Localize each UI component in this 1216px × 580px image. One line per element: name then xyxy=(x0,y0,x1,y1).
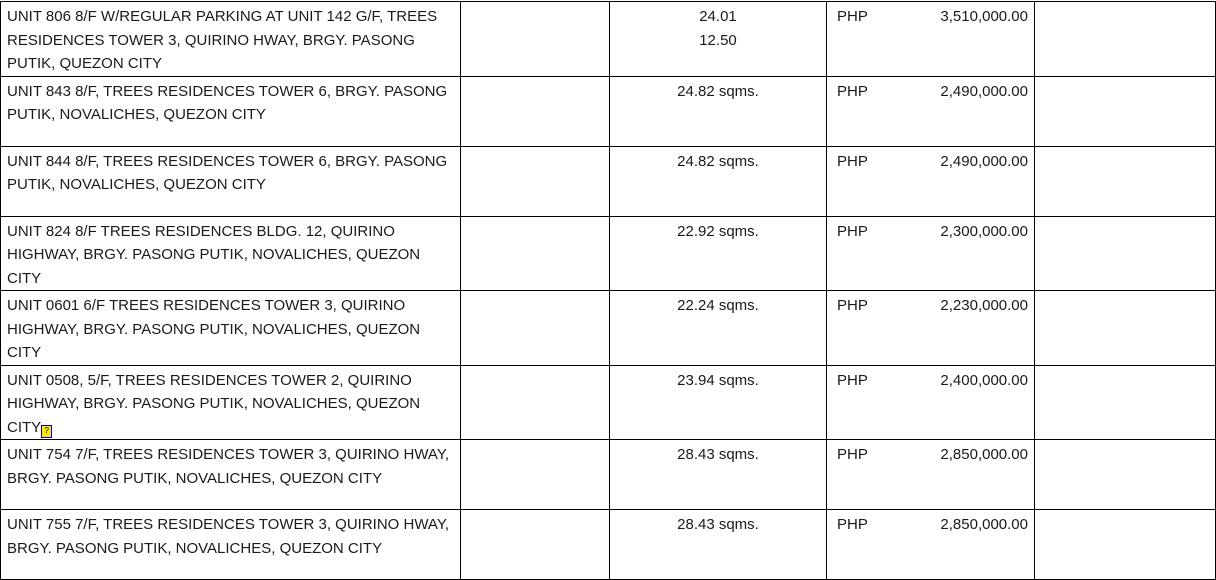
empty-cell xyxy=(460,215,610,291)
property-description-cell: UNIT 755 7/F, TREES RESIDENCES TOWER 3, … xyxy=(0,509,461,580)
floor-area-line: 24.82 sqms. xyxy=(677,152,759,170)
empty-cell xyxy=(460,1,610,77)
property-description: UNIT 844 8/F, TREES RESIDENCES TOWER 6, … xyxy=(7,152,448,194)
empty-cell xyxy=(460,364,610,440)
empty-cell xyxy=(1034,215,1216,291)
price-cell: PHP 2,850,000.00 xyxy=(826,509,1035,580)
property-description-cell: UNIT 806 8/F W/REGULAR PARKING AT UNIT 1… xyxy=(0,1,461,77)
floor-area-cell: 28.43 sqms. xyxy=(609,509,827,580)
currency: PHP xyxy=(837,446,868,463)
table-row: UNIT 806 8/F W/REGULAR PARKING AT UNIT 1… xyxy=(0,1,1216,77)
empty-cell xyxy=(1034,1,1216,77)
property-description: UNIT 0601 6/F TREES RESIDENCES TOWER 3, … xyxy=(7,297,421,361)
property-description-cell: UNIT 844 8/F, TREES RESIDENCES TOWER 6, … xyxy=(0,145,461,217)
empty-cell xyxy=(1034,439,1216,510)
floor-area-cell: 24.01 12.50 xyxy=(609,1,827,77)
empty-cell xyxy=(1034,509,1216,580)
price-cell: PHP 3,510,000.00 xyxy=(826,1,1035,77)
price-cell: PHP 2,300,000.00 xyxy=(826,215,1035,291)
empty-cell xyxy=(1034,364,1216,440)
amount: 2,490,000.00 xyxy=(940,82,1028,100)
floor-area-line: 22.24 sqms. xyxy=(677,297,759,314)
unknown-character-glyph: ? xyxy=(41,424,53,438)
floor-area-cell: 22.24 sqms. xyxy=(609,290,827,366)
amount: 2,300,000.00 xyxy=(940,222,1028,240)
amount: 2,400,000.00 xyxy=(940,371,1028,389)
currency: PHP xyxy=(837,297,868,314)
currency: PHP xyxy=(837,152,868,170)
empty-cell xyxy=(460,290,610,366)
table-row: UNIT 755 7/F, TREES RESIDENCES TOWER 3, … xyxy=(0,509,1216,580)
property-description-cell: UNIT 0601 6/F TREES RESIDENCES TOWER 3, … xyxy=(0,290,461,366)
price-cell: PHP 2,850,000.00 xyxy=(826,439,1035,510)
amount: 2,850,000.00 xyxy=(940,516,1028,533)
currency: PHP xyxy=(837,516,868,533)
table-row: UNIT 0508, 5/F, TREES RESIDENCES TOWER 2… xyxy=(0,364,1216,440)
floor-area-line: 23.94 sqms. xyxy=(677,371,759,389)
floor-area-line: 24.01 xyxy=(699,8,737,25)
floor-area-line: 12.50 xyxy=(699,31,737,49)
empty-cell xyxy=(460,509,610,580)
property-description: UNIT 806 8/F W/REGULAR PARKING AT UNIT 1… xyxy=(7,8,438,72)
price-cell: PHP 2,490,000.00 xyxy=(826,75,1035,147)
property-description-cell: UNIT 843 8/F, TREES RESIDENCES TOWER 6, … xyxy=(0,75,461,147)
floor-area-cell: 24.82 sqms. xyxy=(609,145,827,217)
table-row: UNIT 844 8/F, TREES RESIDENCES TOWER 6, … xyxy=(0,145,1216,217)
property-description: UNIT 754 7/F, TREES RESIDENCES TOWER 3, … xyxy=(7,446,450,487)
empty-cell xyxy=(1034,75,1216,147)
floor-area-line: 28.43 sqms. xyxy=(677,516,759,533)
currency: PHP xyxy=(837,371,868,389)
empty-cell xyxy=(1034,290,1216,366)
price-cell: PHP 2,400,000.00 xyxy=(826,364,1035,440)
property-description-cell: UNIT 824 8/F TREES RESIDENCES BLDG. 12, … xyxy=(0,215,461,291)
empty-cell xyxy=(460,75,610,147)
currency: PHP xyxy=(837,82,868,100)
table-row: UNIT 824 8/F TREES RESIDENCES BLDG. 12, … xyxy=(0,215,1216,291)
property-description-cell: UNIT 754 7/F, TREES RESIDENCES TOWER 3, … xyxy=(0,439,461,510)
property-description-cell: UNIT 0508, 5/F, TREES RESIDENCES TOWER 2… xyxy=(0,364,461,440)
floor-area-cell: 22.92 sqms. xyxy=(609,215,827,291)
currency: PHP xyxy=(837,222,868,240)
amount: 2,230,000.00 xyxy=(940,297,1028,314)
floor-area-cell: 28.43 sqms. xyxy=(609,439,827,510)
currency: PHP xyxy=(837,8,868,25)
floor-area-line: 24.82 sqms. xyxy=(677,82,759,100)
price-cell: PHP 2,490,000.00 xyxy=(826,145,1035,217)
property-description: UNIT 843 8/F, TREES RESIDENCES TOWER 6, … xyxy=(7,82,448,124)
property-description: UNIT 0508, 5/F, TREES RESIDENCES TOWER 2… xyxy=(7,371,421,436)
amount: 2,850,000.00 xyxy=(940,446,1028,463)
property-description: UNIT 824 8/F TREES RESIDENCES BLDG. 12, … xyxy=(7,222,421,287)
property-description: UNIT 755 7/F, TREES RESIDENCES TOWER 3, … xyxy=(7,516,450,557)
empty-cell xyxy=(460,145,610,217)
amount: 3,510,000.00 xyxy=(940,8,1028,25)
table-row: UNIT 843 8/F, TREES RESIDENCES TOWER 6, … xyxy=(0,75,1216,147)
table-row: UNIT 0601 6/F TREES RESIDENCES TOWER 3, … xyxy=(0,290,1216,366)
table-row: UNIT 754 7/F, TREES RESIDENCES TOWER 3, … xyxy=(0,439,1216,510)
floor-area-cell: 24.82 sqms. xyxy=(609,75,827,147)
floor-area-cell: 23.94 sqms. xyxy=(609,364,827,440)
amount: 2,490,000.00 xyxy=(940,152,1028,170)
price-cell: PHP 2,230,000.00 xyxy=(826,290,1035,366)
empty-cell xyxy=(1034,145,1216,217)
floor-area-line: 22.92 sqms. xyxy=(677,222,759,240)
empty-cell xyxy=(460,439,610,510)
floor-area-line: 28.43 sqms. xyxy=(677,446,759,463)
